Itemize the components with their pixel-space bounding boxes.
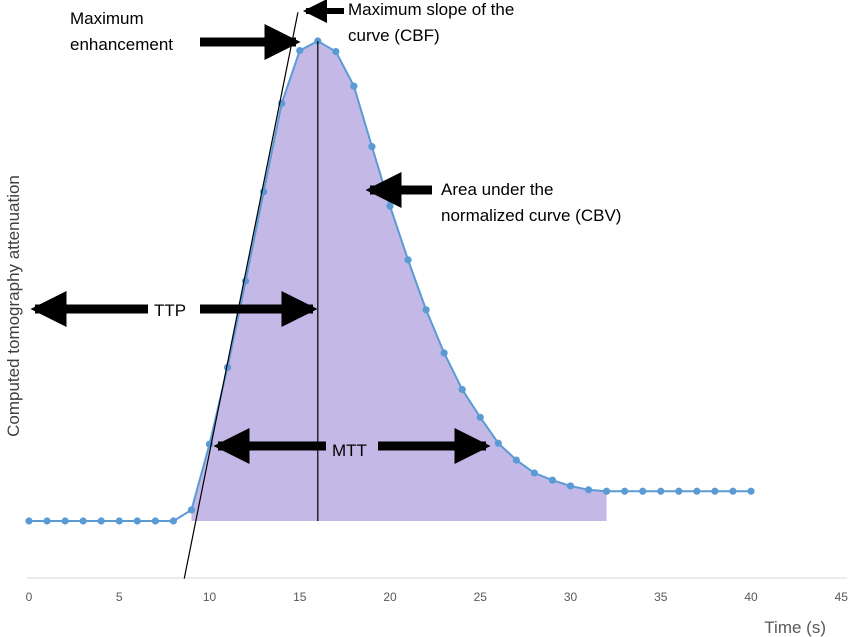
y-axis-label: Computed tomography attenuation: [4, 175, 23, 437]
data-point: [332, 47, 340, 56]
data-point: [711, 487, 719, 495]
max-slope-tangent-line: [183, 12, 299, 579]
annotation-area-line2: normalized curve (CBV): [441, 206, 621, 225]
data-point: [350, 82, 358, 90]
x-tick-label: 15: [293, 590, 307, 604]
data-point: [296, 47, 304, 55]
x-tick-label: 0: [26, 590, 33, 604]
data-point: [386, 202, 394, 210]
data-point: [747, 487, 755, 495]
data-point: [566, 482, 575, 490]
annotation-max-enhancement-line2: enhancement: [70, 35, 173, 54]
data-point: [440, 349, 448, 357]
data-point: [133, 517, 141, 525]
data-point: [25, 517, 33, 525]
data-point: [693, 487, 701, 495]
area-fill: [191, 41, 607, 521]
x-tick-label: 35: [654, 590, 668, 604]
data-point: [79, 517, 87, 525]
guide-lines: [183, 12, 319, 579]
data-point: [151, 517, 159, 525]
data-point: [43, 517, 51, 525]
data-point: [603, 487, 611, 495]
annotation-max-slope-line2: curve (CBF): [348, 26, 440, 45]
data-point: [115, 517, 123, 525]
x-tick-labels: 0 5 10 15 20 25 30 35 40 45: [26, 590, 849, 604]
annotation-mtt: MTT: [332, 441, 367, 460]
data-point: [584, 486, 593, 494]
data-point: [368, 143, 376, 151]
data-point: [169, 517, 177, 525]
data-point: [187, 506, 196, 514]
annotation-area-line1: Area under the: [441, 180, 553, 199]
data-point: [530, 469, 539, 477]
x-tick-label: 45: [835, 590, 849, 604]
data-point: [458, 385, 466, 394]
annotation-ttp: TTP: [154, 301, 186, 320]
x-tick-label: 5: [116, 590, 123, 604]
data-point: [548, 476, 557, 484]
annotation-max-enhancement-line1: Maximum: [70, 9, 144, 28]
annotation-max-slope-line1: Maximum slope of the: [348, 0, 514, 19]
data-point: [61, 517, 69, 525]
data-point: [639, 487, 647, 495]
data-point: [657, 487, 665, 495]
data-point: [476, 413, 484, 421]
x-tick-label: 20: [383, 590, 397, 604]
data-point: [494, 439, 502, 447]
shaded-area-cbv: [191, 41, 607, 521]
x-tick-label: 40: [744, 590, 758, 604]
x-tick-label: 25: [474, 590, 488, 604]
x-tick-label: 10: [203, 590, 217, 604]
data-point: [422, 306, 430, 314]
x-axis-label: Time (s): [764, 618, 826, 637]
data-point: [404, 256, 412, 264]
x-tick-label: 30: [564, 590, 578, 604]
data-point: [621, 487, 629, 495]
data-point: [512, 456, 520, 464]
data-point: [97, 517, 105, 525]
data-point: [729, 487, 737, 495]
data-point: [675, 487, 683, 495]
